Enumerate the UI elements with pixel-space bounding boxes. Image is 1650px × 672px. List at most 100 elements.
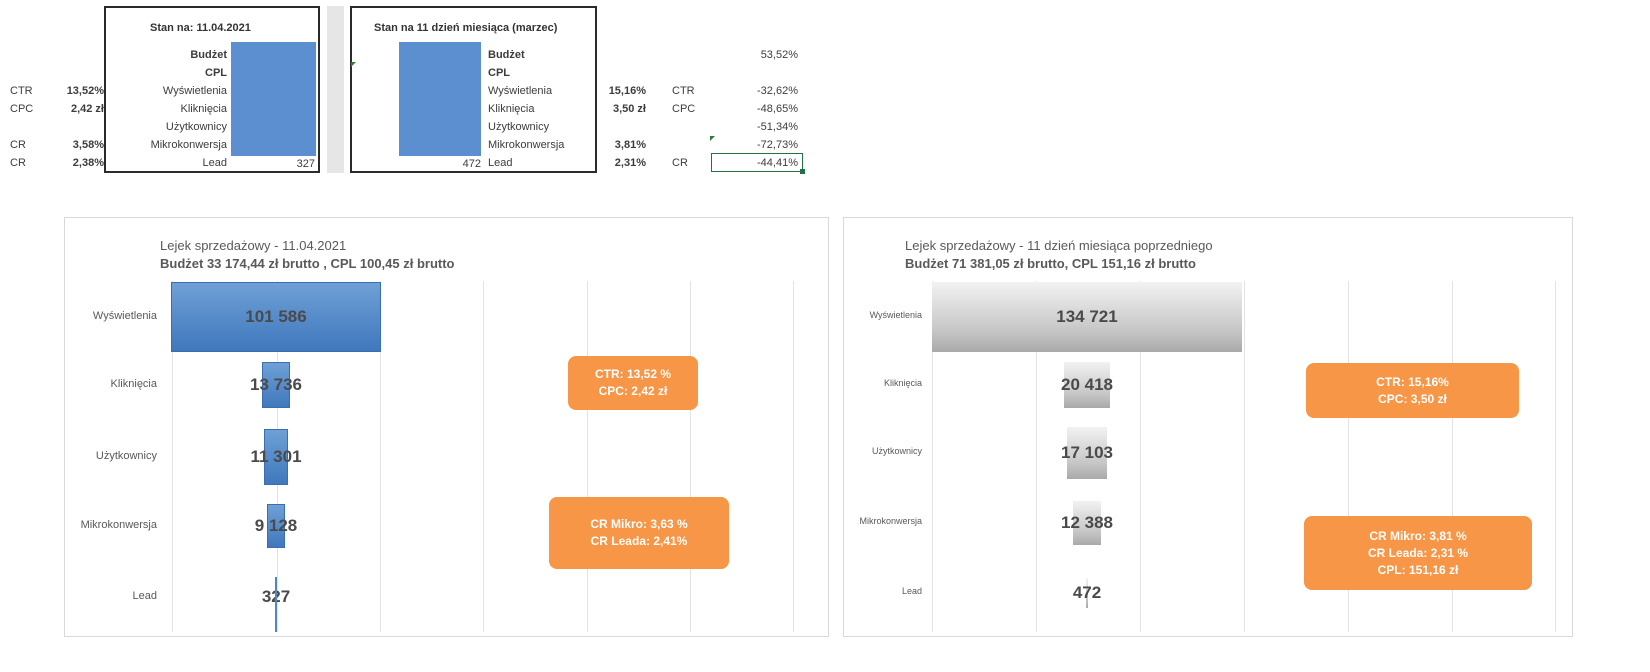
- callout-line: CR Mikro: 3,81 %: [1369, 528, 1467, 543]
- row-left-metric: CTR: [10, 85, 33, 97]
- funnel-value-label: 11 301: [250, 447, 302, 466]
- callout-line: CTR: 15,16%: [1376, 374, 1449, 389]
- row-left-value: 13,52%: [66, 85, 104, 97]
- metrics-callout: CTR: 15,16% CPC: 3,50 zł: [1306, 363, 1519, 418]
- funnel-value-label: 13 736: [250, 375, 302, 394]
- chart-1-subtitle: Budżet 33 174,44 zł brutto , CPL 100,45 …: [160, 256, 455, 271]
- gridline: [587, 281, 588, 632]
- gridline: [1140, 281, 1141, 632]
- right-lead-count: 472: [462, 158, 481, 170]
- chart-2-subtitle: Budżet 71 381,05 zł brutto, CPL 151,16 z…: [905, 256, 1196, 271]
- funnel-bar: [261, 362, 291, 408]
- metrics-callout: CR Mikro: 3,63 % CR Leada: 2,41%: [549, 497, 729, 569]
- row-left-metric: CR: [10, 157, 26, 169]
- selection-handle[interactable]: [800, 169, 805, 174]
- selected-cell[interactable]: [711, 153, 803, 172]
- funnel-category-label: Wyświetlenia: [869, 310, 922, 320]
- funnel-category-label: Użytkownicy: [871, 446, 922, 456]
- row-left-value: 3,58%: [72, 139, 104, 151]
- funnel-value-label: 9 128: [254, 516, 298, 535]
- row-label-left: Lead: [202, 157, 227, 169]
- funnel-bar: [1063, 362, 1111, 408]
- funnel-lead-line: [275, 577, 277, 632]
- gridline: [1348, 281, 1349, 632]
- funnel-category-label: Mikrokonwersja: [859, 516, 922, 526]
- row-left-metric: CPC: [10, 103, 34, 115]
- chart-2-title: Lejek sprzedażowy - 11 dzień miesiąca po…: [905, 238, 1213, 253]
- funnel-value-label: 101 586: [245, 307, 307, 326]
- metrics-callout: CTR: 13,52 % CPC: 2,42 zł: [568, 356, 698, 410]
- funnel-category-label: Użytkownicy: [95, 450, 157, 462]
- row-right-value: 3,50 zł: [612, 103, 646, 115]
- row-right-metric: CPC: [672, 103, 696, 115]
- funnel-bar: [1086, 578, 1088, 608]
- row-label-left: Budżet: [190, 49, 227, 61]
- right-period-box: [350, 6, 597, 173]
- row-label-left: CPL: [205, 67, 227, 79]
- right-lead-bar: [399, 42, 481, 156]
- row-left-metric: CR: [10, 139, 26, 151]
- funnel-category-label: Wyświetlenia: [92, 310, 157, 322]
- row-right-metric: CTR: [672, 85, 695, 97]
- row-label-right: CPL: [488, 67, 510, 79]
- callout-line: CPL: 151,16 zł: [1377, 562, 1459, 577]
- row-label-left: Kliknięcia: [180, 103, 227, 115]
- row-label-left: Użytkownicy: [165, 121, 227, 133]
- funnel-category-label: Mikrokonwersja: [80, 519, 157, 531]
- row-right-value: 2,31%: [614, 157, 646, 169]
- row-difference: -51,34%: [757, 121, 798, 133]
- callout-line: CPC: 3,50 zł: [1378, 391, 1447, 406]
- row-right-metric: CR: [672, 157, 688, 169]
- funnel-category-label: Lead: [901, 586, 922, 596]
- callout-line: CR Leada: 2,41%: [590, 534, 688, 548]
- funnel-category-label: Kliknięcia: [110, 378, 157, 390]
- funnel-chart-current: [64, 217, 829, 637]
- row-label-left: Wyświetlenia: [162, 85, 227, 97]
- left-period-box: [104, 6, 320, 173]
- row-difference: -48,65%: [757, 103, 798, 115]
- funnel-bar: [932, 282, 1242, 352]
- funnel-bar: [264, 429, 288, 485]
- cell-comment-flag: [710, 136, 715, 141]
- funnel-bar: [171, 282, 381, 352]
- gridline: [690, 281, 691, 632]
- row-left-value: 2,42 zł: [70, 103, 104, 115]
- row-difference: -32,62%: [757, 85, 798, 97]
- funnel-category-label: Lead: [132, 590, 157, 602]
- column-separator: [327, 6, 344, 173]
- funnel-bar: [266, 504, 286, 548]
- funnel-value-label: 134 721: [1056, 307, 1118, 326]
- chart-1-title: Lejek sprzedażowy - 11.04.2021: [160, 238, 347, 253]
- row-right-value: 3,81%: [614, 139, 646, 151]
- row-label-right: Mikrokonwersja: [488, 139, 565, 151]
- gridline: [483, 281, 484, 632]
- left-lead-count: 327: [296, 158, 315, 170]
- gridline: [380, 281, 381, 632]
- row-label-left: Mikrokonwersja: [150, 139, 227, 151]
- row-label-right: Kliknięcia: [488, 103, 535, 115]
- metrics-callout: CR Mikro: 3,81 % CR Leada: 2,31 % CPL: 151…: [1304, 516, 1532, 590]
- callout-line: CPC: 2,42 zł: [598, 384, 668, 398]
- funnel-value-label: 17 103: [1061, 443, 1113, 462]
- right-period-header: Stan na 11 dzień miesiąca (marzec): [374, 22, 558, 34]
- row-label-right: Lead: [488, 157, 513, 169]
- cell-comment-flag: [351, 62, 356, 67]
- gridline: [1452, 281, 1453, 632]
- funnel-value-label: 472: [1072, 583, 1102, 602]
- funnel-value-label: 12 388: [1061, 513, 1113, 532]
- callout-line: CTR: 13,52 %: [594, 367, 672, 381]
- callout-line: CR Mikro: 3,63 %: [590, 517, 688, 531]
- funnel-value-label: 20 418: [1061, 375, 1113, 394]
- row-difference: 53,52%: [760, 49, 798, 61]
- row-label-right: Wyświetlenia: [488, 85, 553, 97]
- gridline: [1555, 281, 1556, 632]
- gridline: [1244, 281, 1245, 632]
- gridline: [793, 281, 794, 632]
- gridline: [932, 281, 933, 632]
- funnel-bar: [1067, 427, 1107, 479]
- left-period-header: Stan na: 11.04.2021: [150, 22, 251, 34]
- funnel-bar: [1072, 501, 1102, 545]
- funnel-category-label: Kliknięcia: [883, 378, 922, 388]
- callout-line: CR Leada: 2,31 %: [1367, 545, 1469, 560]
- left-lead-bar: [231, 42, 316, 156]
